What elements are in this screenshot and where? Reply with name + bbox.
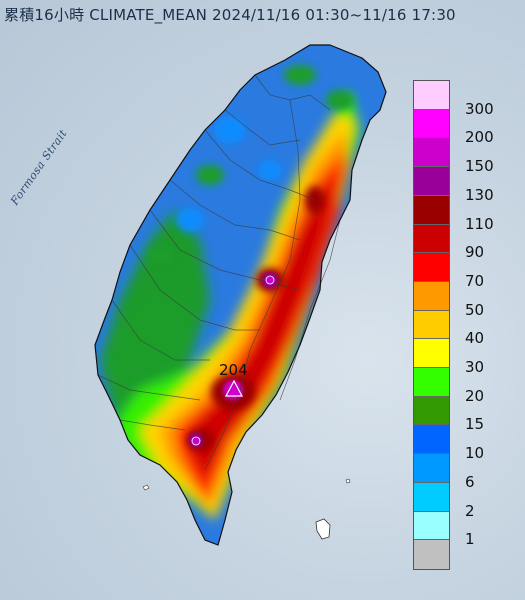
orchid-island [315, 518, 331, 540]
liuqiu-island [142, 484, 150, 491]
legend-swatch [414, 195, 449, 225]
legend-swatch [414, 425, 449, 455]
legend-label: 300 [465, 99, 494, 118]
legend-label: 20 [465, 386, 485, 405]
legend-swatch [414, 339, 449, 369]
legend-swatch [414, 396, 449, 426]
legend-label: 30 [465, 358, 485, 377]
legend-swatch [414, 310, 449, 340]
peak-marker-central [265, 275, 275, 285]
legend-label: 10 [465, 444, 485, 463]
legend-swatch [414, 281, 449, 311]
legend-label: 1 [465, 530, 475, 549]
legend-swatch [414, 224, 449, 254]
map-title: 累積16小時 CLIMATE_MEAN 2024/11/16 01:30~11/… [4, 6, 456, 24]
legend-swatch [414, 368, 449, 397]
legend-label: 70 [465, 271, 485, 290]
legend-label: 2 [465, 501, 475, 520]
legend-label: 50 [465, 300, 485, 319]
legend-label: 40 [465, 329, 485, 348]
legend-label: 15 [465, 415, 485, 434]
max-rainfall-marker [225, 379, 243, 397]
legend-swatch [414, 253, 449, 282]
legend-swatch [414, 167, 449, 196]
legend-label: 200 [465, 128, 494, 147]
legend-label: 150 [465, 157, 494, 176]
legend-swatch [414, 81, 449, 110]
green-island [345, 478, 351, 484]
peak-marker-south [191, 436, 201, 446]
legend-label: 6 [465, 472, 475, 491]
legend-label: 110 [465, 214, 494, 233]
legend-swatch [414, 540, 449, 569]
county-borders [97, 74, 341, 471]
max-rainfall-value: 204 [219, 361, 248, 379]
taiwan-coastline [94, 44, 387, 546]
legend-label: 90 [465, 243, 485, 262]
legend-swatch [414, 454, 449, 483]
legend-label: 130 [465, 185, 494, 204]
rainfall-legend [413, 80, 450, 570]
legend-swatch [414, 482, 449, 512]
legend-swatch [414, 138, 449, 168]
legend-swatch [414, 511, 449, 541]
legend-swatch [414, 109, 449, 139]
